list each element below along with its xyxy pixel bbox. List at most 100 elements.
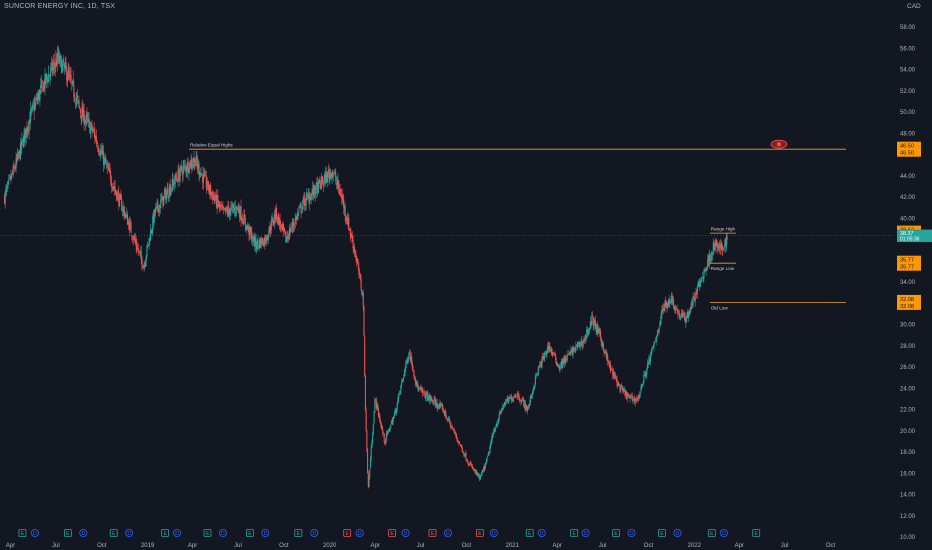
candle-body — [332, 171, 334, 176]
earnings-marker — [612, 529, 620, 537]
time-tick-label: Oct — [97, 543, 107, 549]
candle-body — [300, 204, 302, 213]
candle-body — [672, 299, 674, 302]
candle-body — [157, 202, 159, 209]
candle-body — [98, 150, 100, 154]
candle-body — [403, 376, 405, 378]
candle-body — [550, 348, 552, 352]
candle-body — [484, 466, 486, 469]
candle-body — [291, 227, 293, 229]
candle-body — [241, 219, 243, 221]
candle-body — [99, 154, 101, 156]
candle-body — [606, 355, 608, 358]
candle-body — [369, 458, 372, 469]
candle-body — [709, 260, 711, 262]
candle-body — [717, 246, 719, 248]
candle-body — [644, 373, 646, 376]
candle-body — [405, 361, 407, 368]
candle-body — [706, 260, 709, 269]
candle-body — [61, 62, 63, 72]
candle-body — [106, 165, 108, 167]
candle-body — [595, 328, 597, 332]
price-tick-label: 28.00 — [900, 344, 916, 350]
candle-body — [583, 339, 585, 341]
time-tick-label: Jul — [234, 543, 242, 549]
candle-body — [125, 214, 127, 217]
candle-body — [625, 391, 627, 395]
time-tick-label: Oct — [279, 543, 289, 549]
candle-body — [507, 398, 509, 403]
candle-body — [461, 444, 463, 448]
candle-body — [184, 164, 186, 166]
candle-body — [12, 166, 14, 176]
dividend-marker — [489, 529, 498, 538]
candle-body — [132, 239, 134, 241]
candle-body — [414, 375, 416, 379]
candle-body — [220, 205, 223, 207]
candle-body — [181, 172, 183, 176]
candle-body — [582, 340, 584, 347]
time-axis[interactable]: Apr Jul Oct 2019 Apr Jul Oct 2020 Apr Jul Oct 2021 A… — [6, 543, 836, 549]
candle-body — [564, 356, 566, 363]
alert-icon[interactable] — [770, 139, 788, 149]
candle-body — [163, 194, 165, 195]
candle-body — [691, 304, 693, 305]
candle-body — [666, 303, 668, 308]
earnings-marker — [475, 529, 484, 537]
candle-body — [110, 182, 113, 187]
candle-body — [294, 218, 296, 225]
candle-body — [492, 431, 494, 435]
candle-body — [17, 154, 19, 156]
candle-body — [91, 124, 93, 131]
level-price-tag — [897, 255, 921, 271]
candle-body — [322, 183, 325, 186]
time-tick-label: 2020 — [323, 543, 337, 549]
candle-body — [534, 376, 536, 385]
dividend-marker — [261, 529, 270, 538]
candle-body — [655, 338, 657, 342]
candle-body — [35, 97, 37, 99]
candle-body — [324, 173, 326, 178]
candle-body — [576, 344, 578, 346]
candle-body — [40, 85, 42, 89]
candle-body — [444, 410, 446, 415]
candle-body — [181, 165, 183, 172]
candle-body — [536, 373, 538, 376]
candle-body — [489, 447, 491, 454]
candle-body — [126, 214, 128, 216]
candle-body — [589, 321, 591, 329]
candle-body — [120, 195, 122, 200]
candle-body — [610, 364, 612, 372]
candle-body — [92, 131, 94, 132]
earnings-marker — [294, 529, 303, 537]
candle-body — [71, 82, 73, 83]
candle-body — [447, 419, 449, 421]
candle-body — [287, 236, 289, 239]
candle-body — [337, 180, 339, 185]
candle-body — [668, 298, 670, 305]
candle-body — [715, 240, 717, 242]
candle-body — [176, 178, 178, 180]
candle-body — [706, 267, 708, 269]
candle-body — [347, 217, 349, 226]
candle-body — [431, 398, 433, 401]
candle-body — [127, 221, 129, 224]
candle-body — [667, 299, 670, 306]
candle-body — [427, 393, 429, 401]
candle-body — [225, 209, 228, 210]
dividend-marker-letter: D — [492, 531, 496, 537]
last-price-countdown: 01:05:36 — [900, 237, 920, 243]
candle-body — [327, 171, 329, 183]
candle-body — [495, 428, 497, 431]
candle-body — [416, 381, 419, 388]
candle-body — [605, 351, 607, 358]
candle-body — [568, 353, 570, 355]
candle-body — [192, 164, 194, 168]
earnings-marker-letter: E — [572, 531, 576, 537]
candle-body — [335, 181, 338, 183]
candle-body — [498, 414, 500, 420]
candle-body — [86, 113, 88, 118]
candle-body — [661, 309, 663, 314]
candle-body — [251, 231, 253, 242]
